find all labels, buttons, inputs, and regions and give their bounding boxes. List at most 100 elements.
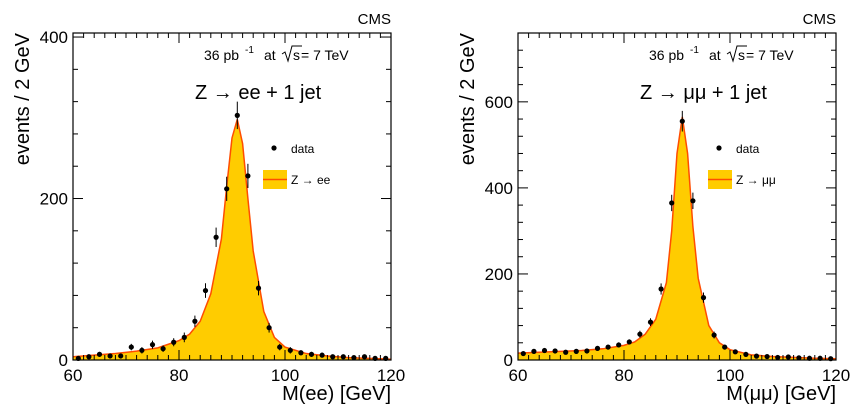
data-point [647,319,654,325]
legend-fit-label: Z → μμ [736,173,776,187]
legend-data-label: data [736,142,760,156]
y-tick-label: 0 [59,351,68,370]
luminosity-exponent: -1 [690,45,699,56]
data-point [213,234,219,240]
data-point [128,344,134,350]
x-tick-label: 100 [716,366,744,385]
data-point [531,348,537,354]
data-point [679,118,685,124]
data-point [785,354,791,360]
data-point [340,354,346,360]
data-point [298,350,304,356]
data-point [711,332,717,338]
data-point [107,353,113,359]
x-tick-label: 60 [509,366,528,385]
legend-data-marker [716,145,722,151]
y-axis-title: events / 2 GeV [12,32,34,165]
data-point [637,331,643,337]
data-point [160,346,166,352]
data-point [351,354,357,361]
data-point [700,295,707,301]
data-point [224,186,230,192]
y-tick-label: 200 [40,190,68,209]
x-tick-label: 80 [615,366,634,385]
legend-data-marker [271,145,277,151]
data-point [573,348,579,354]
data-point [616,342,622,348]
x-axis-title: M(μμ) [GeV] [726,383,836,405]
data-point [753,353,760,359]
data-point [520,350,526,357]
x-axis-title: M(ee) [GeV] [282,383,391,405]
fit-area [518,116,836,361]
data-point [319,352,325,358]
energy-value: = 7 TeV [301,47,349,63]
energy-at-label: at [264,47,276,63]
data-point [541,347,548,354]
data-point [658,286,664,292]
data-point [605,344,611,350]
data-point [234,112,240,118]
energy-s-symbol: s [738,47,745,63]
luminosity-value: 36 pb [204,47,239,63]
data-point [149,342,156,348]
x-tick-label: 120 [822,366,850,385]
y-tick-label: 200 [485,265,513,284]
x-tick-label: 80 [170,366,189,385]
data-point [181,334,187,340]
legend-data-label: data [291,142,315,156]
data-point [732,349,738,355]
data-point [330,354,336,360]
fit-area [73,119,391,360]
energy-at-label: at [709,47,721,63]
data-point [626,339,632,345]
data-point [255,285,262,291]
sqrt-sign [726,45,747,63]
experiment-label: CMS [803,11,836,28]
y-tick-label: 400 [485,179,513,198]
data-point [202,287,209,294]
x-tick-label: 120 [377,366,405,385]
data-point [287,347,293,353]
luminosity-exponent: -1 [245,45,254,56]
data-point [669,200,675,206]
data-point [96,351,103,357]
experiment-label: CMS [358,11,391,28]
data-point [775,354,781,361]
right-chart-panel: 60 80 100 120 0 200 400 600 M(μμ) [GeV] events / … [457,11,850,405]
data-point [86,354,92,360]
energy-value: = 7 TeV [746,47,794,63]
process-title: Z → ee + 1 jet [195,82,322,104]
y-tick-label: 600 [485,93,513,112]
x-tick-label: 60 [64,366,83,385]
data-point [277,344,283,350]
energy-s-symbol: s [293,47,300,63]
data-point [118,353,124,359]
data-point [584,348,590,354]
data-point [722,344,728,350]
data-point [171,339,177,345]
luminosity-value: 36 pb [649,47,684,63]
x-tick-label: 100 [271,366,299,385]
y-axis-title: events / 2 GeV [457,32,479,165]
data-point [690,198,696,204]
legend-fit-label: Z → ee [291,173,331,187]
data-point [245,173,251,179]
data-point [192,318,198,324]
y-tick-label: 0 [504,351,513,370]
data-point [764,353,770,360]
data-point [743,351,749,358]
data-point [361,354,368,360]
sqrt-sign [281,45,302,63]
data-point [552,348,558,354]
data-point [308,351,315,357]
y-tick-label: 400 [40,28,68,47]
data-point [594,345,601,351]
data-point [139,347,145,353]
data-point [563,349,569,355]
process-title: Z → μμ + 1 jet [640,82,767,104]
data-point [266,325,272,331]
left-chart-panel: 60 80 100 120 0 200 400 M(ee) [GeV] events / 2 G… [12,11,405,405]
data-point [796,355,802,361]
